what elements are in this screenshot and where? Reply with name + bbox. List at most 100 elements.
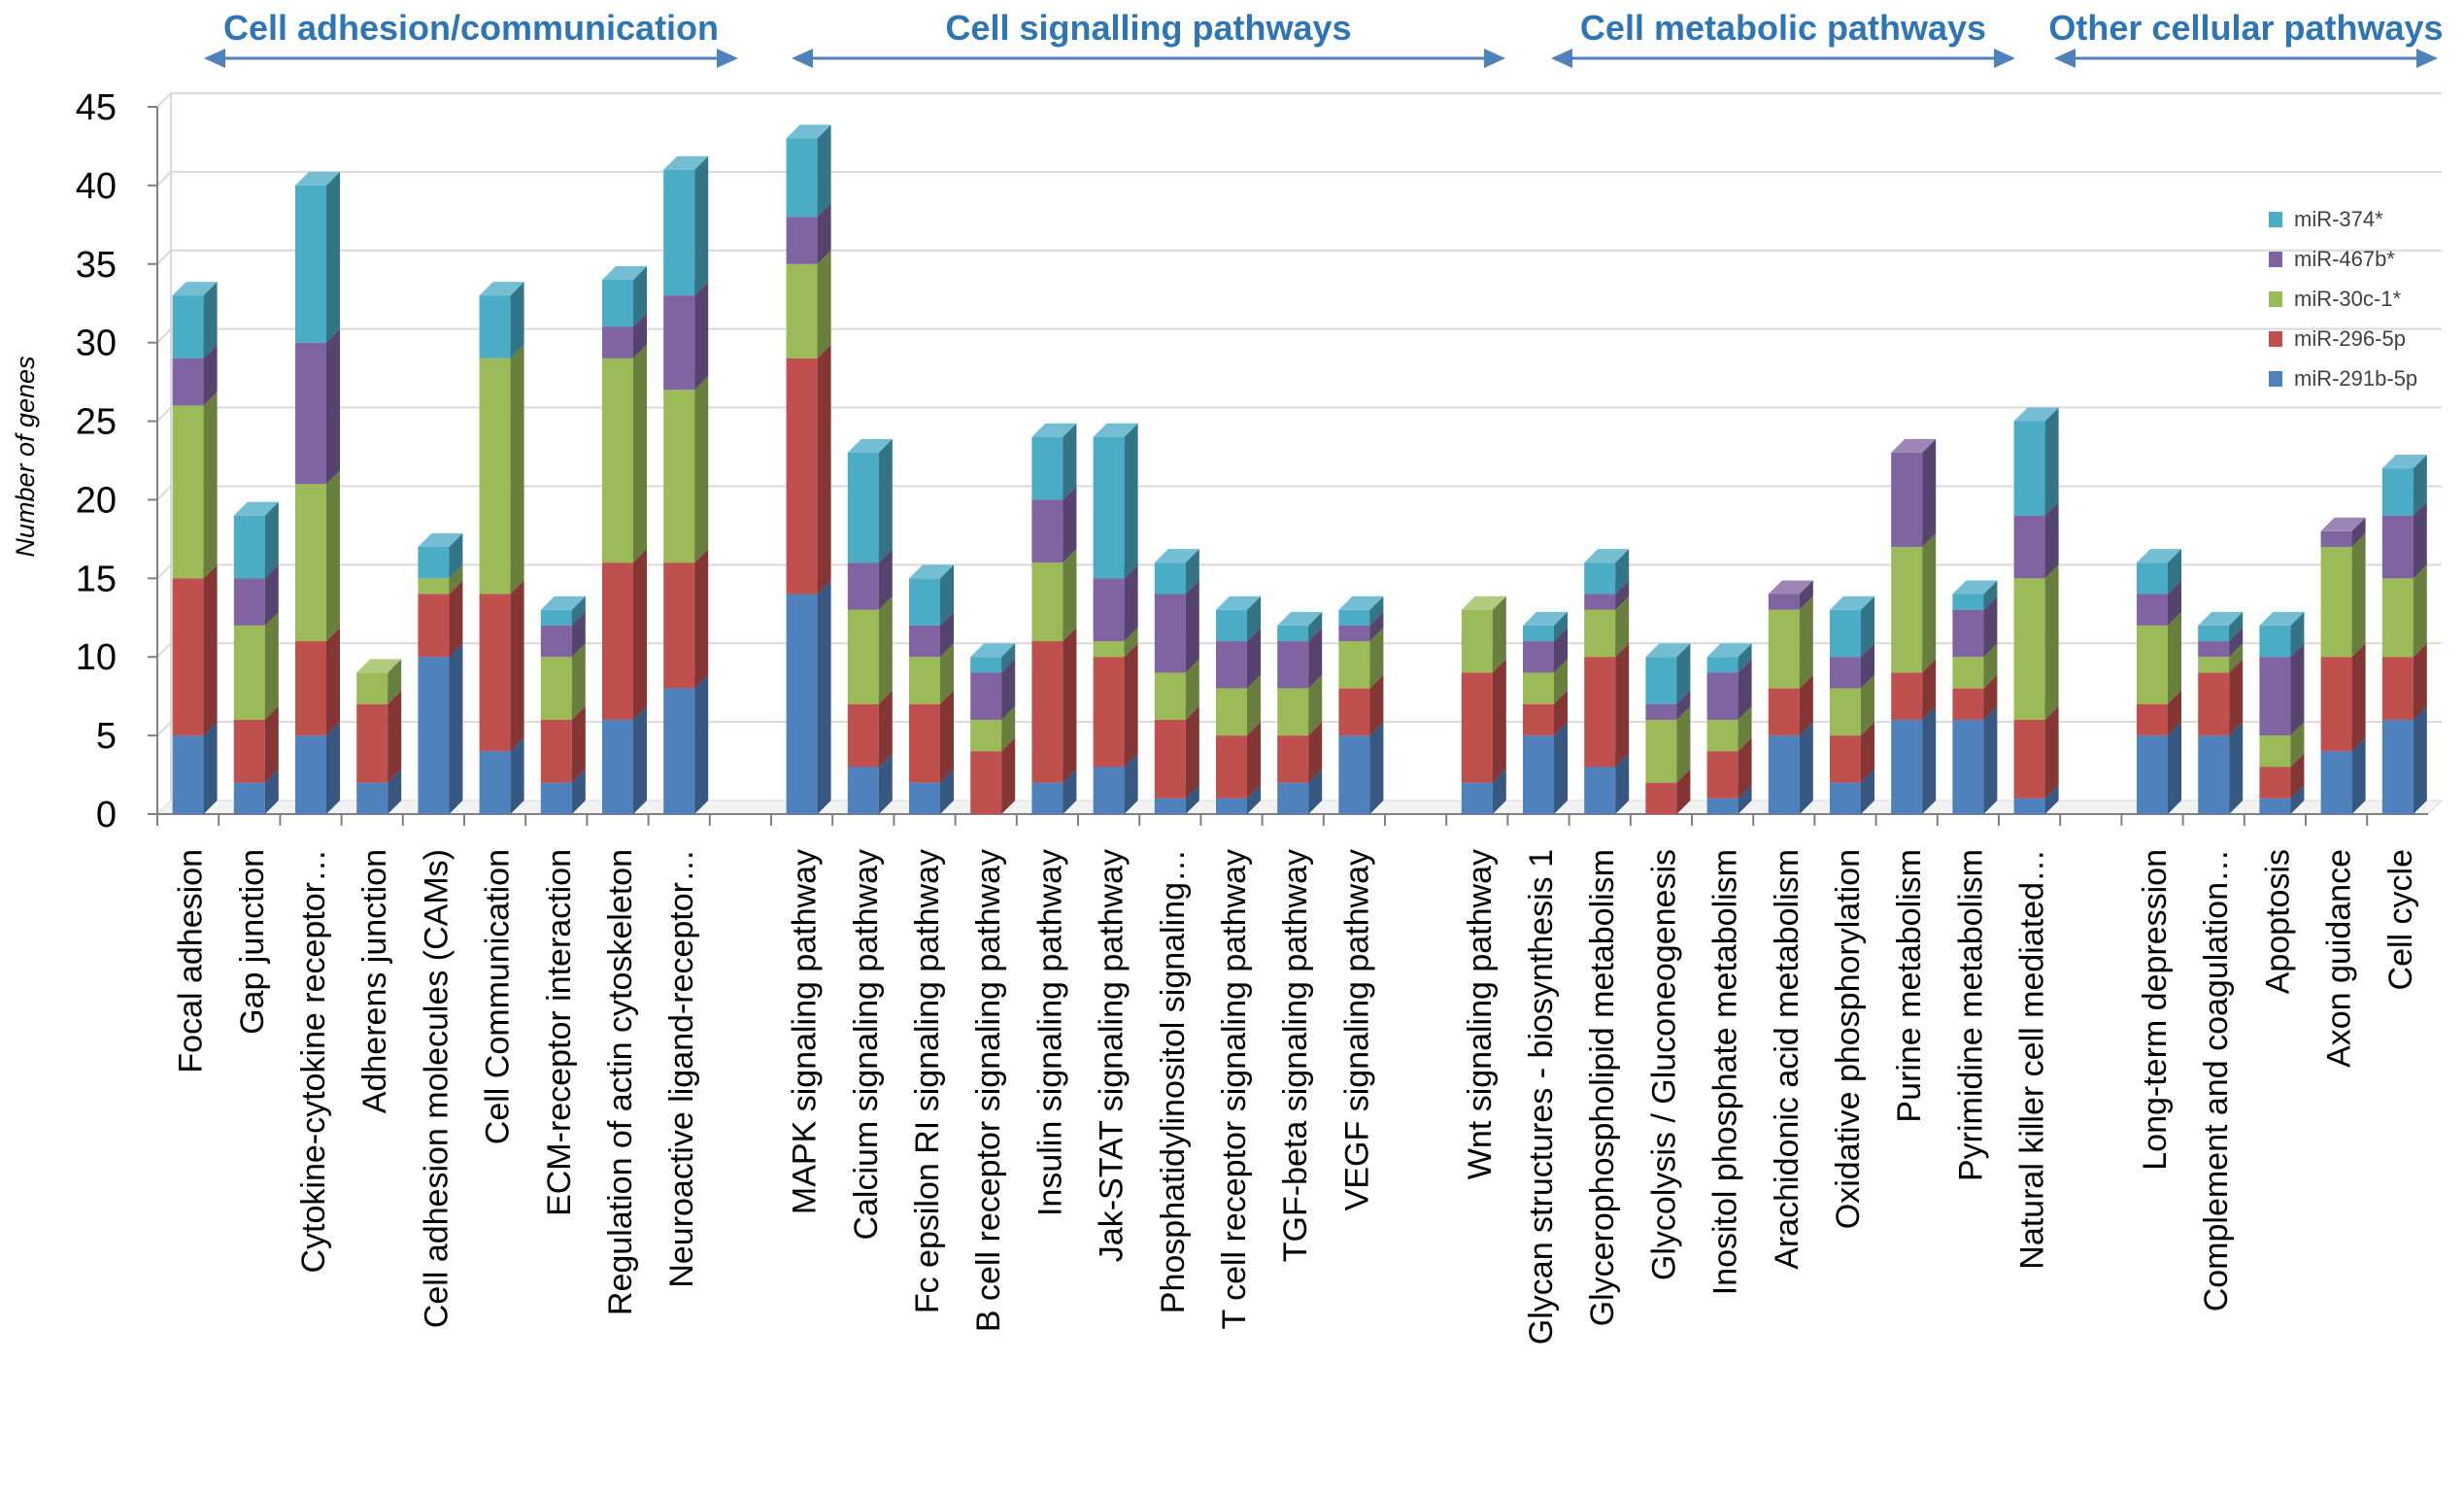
bar-front (1031, 641, 1063, 783)
bar-side (2044, 705, 2059, 799)
bar-side (2413, 455, 2427, 516)
bar-front (1523, 641, 1554, 673)
bar-front (1461, 782, 1493, 814)
legend-swatch (2269, 331, 2282, 347)
bar-front (1154, 798, 1186, 814)
bar-front (663, 390, 695, 563)
bar-front (786, 263, 818, 358)
bar-side (1369, 722, 1384, 814)
bar-front (602, 562, 633, 720)
bar-front (295, 342, 326, 485)
bar-side (694, 549, 709, 689)
bar-side (1861, 596, 1874, 658)
bar-segment (295, 470, 340, 642)
bar-segment (2320, 532, 2366, 658)
y-tick-label: 5 (96, 716, 117, 757)
gridline (156, 92, 2442, 108)
bar-segment (786, 250, 831, 358)
x-tick-label: Cell adhesion molecules (CAMs) (418, 849, 455, 1328)
bar-segment (2320, 643, 2366, 752)
bar-side (571, 705, 586, 783)
bar-side (2351, 532, 2366, 658)
bar-segment (1523, 611, 1568, 642)
bar-top (172, 282, 218, 296)
bar-segment (663, 674, 709, 814)
bar-front (540, 625, 572, 658)
bar-side (1615, 549, 1630, 595)
legend-label: miR-30c-1* (2294, 287, 2401, 311)
bar-segment (2198, 611, 2244, 642)
bar-front (1830, 657, 1861, 689)
bar-side (264, 611, 279, 720)
bar-segment (479, 344, 524, 595)
bar-side (1185, 784, 1199, 814)
bar-front (1093, 641, 1125, 658)
bar-side (1676, 705, 1691, 783)
bar-top (2259, 611, 2305, 626)
bar-side (2168, 580, 2181, 626)
y-tick-label: 40 (76, 166, 117, 207)
bar-front (2381, 468, 2413, 516)
bar-front (1216, 798, 1247, 814)
bar-segment (479, 580, 524, 752)
bar-side (2168, 611, 2181, 704)
bar-front (786, 594, 818, 814)
bar-front (1830, 782, 1861, 814)
bar-side (1369, 674, 1384, 736)
bar-side (1738, 737, 1752, 799)
bar-segment (1768, 580, 1813, 610)
bar-side (1983, 674, 1998, 720)
x-tick-label: Calcium signaling pathway (848, 849, 885, 1241)
bar-side (1983, 580, 1998, 610)
legend-swatch (2269, 371, 2282, 387)
bar-side (1554, 690, 1568, 736)
bar-top (1584, 549, 1630, 563)
bar-front (418, 657, 450, 814)
bar-front (602, 719, 633, 814)
bar-front (1645, 703, 1677, 720)
bar-side (1185, 580, 1199, 673)
bar-front (418, 578, 450, 595)
bar-segment (1216, 674, 1261, 736)
bar-segment (2137, 611, 2181, 704)
bar-front (1277, 782, 1309, 814)
gridline (156, 327, 2442, 344)
bar-front (1523, 625, 1554, 642)
bar-top (2013, 407, 2059, 422)
bar-segment (663, 282, 709, 391)
bar-side (878, 753, 893, 814)
bar-front (540, 609, 572, 626)
bar-side (1063, 628, 1077, 783)
bar-front (1768, 609, 1800, 689)
bar-segment (970, 643, 1016, 673)
bar-segment (2320, 517, 2366, 547)
bar-side (1308, 628, 1323, 689)
bar-side (571, 768, 586, 814)
bar-front (1584, 657, 1616, 767)
bar-side (1799, 596, 1813, 689)
bar-top (1706, 643, 1752, 658)
bar-side (2229, 628, 2244, 658)
bar-segment (2381, 564, 2427, 658)
bar-top (295, 171, 340, 186)
bar-side (571, 596, 586, 626)
bar-side (2413, 643, 2427, 720)
bar-top (1523, 611, 1568, 626)
x-tick-label: Oxidative phosphorylation (1830, 849, 1867, 1229)
bar-side (2229, 722, 2244, 814)
bar-front (847, 703, 879, 767)
bar-side (2351, 517, 2366, 547)
legend-label: miR-291b-5p (2294, 366, 2417, 391)
bar-front (1277, 735, 1309, 783)
bar-front (295, 185, 326, 343)
bar-side (1861, 722, 1874, 783)
bar-side (1492, 659, 1506, 783)
bar-side (2290, 722, 2305, 767)
bar-side (1369, 628, 1384, 689)
bar-side (694, 674, 709, 814)
bar-segment (1768, 596, 1813, 689)
bar-segment (1891, 532, 1937, 673)
bar-top (909, 564, 954, 579)
bar-front (1523, 703, 1554, 736)
bar-side (1799, 580, 1813, 610)
